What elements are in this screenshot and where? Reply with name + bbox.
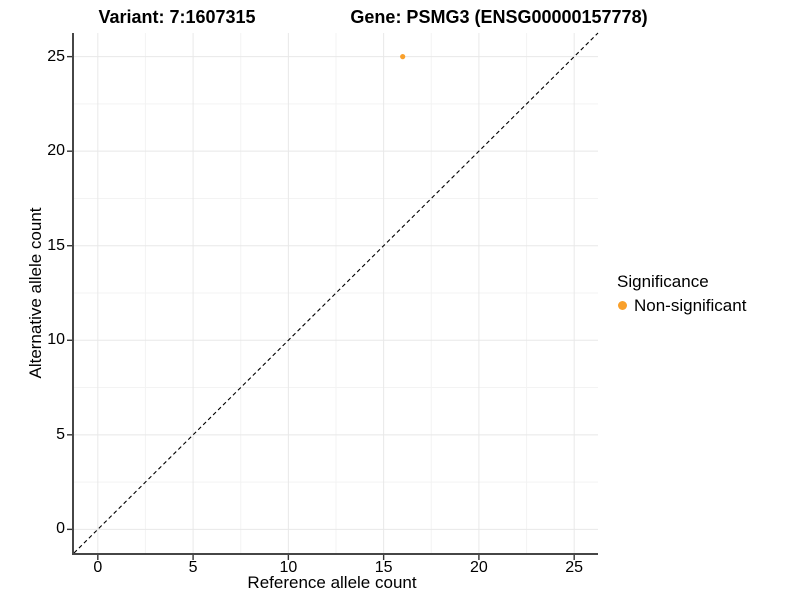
legend-key-dot — [618, 301, 627, 310]
y-axis-title: Alternative allele count — [26, 207, 45, 379]
x-tick-label: 5 — [188, 559, 198, 576]
legend-entry-label: Non-significant — [634, 296, 747, 315]
x-tick-label: 25 — [565, 559, 584, 576]
x-tick-label: 15 — [374, 559, 393, 576]
y-tick-label: 10 — [47, 331, 65, 349]
x-tick-label: 20 — [470, 559, 488, 576]
y-tick-label: 0 — [56, 520, 65, 538]
x-axis-title: Reference allele count — [247, 573, 417, 592]
y-tick-label: 20 — [47, 142, 65, 160]
variant-title: Variant: 7:1607315 — [98, 7, 256, 27]
x-tick-label: 0 — [93, 559, 103, 576]
legend: Significance Non-significant — [617, 272, 746, 315]
x-tick-label: 10 — [279, 559, 298, 576]
y-tick-label: 5 — [56, 425, 65, 443]
y-tick-label: 25 — [47, 47, 65, 65]
gene-title: Gene: PSMG3 (ENSG00000157778) — [350, 7, 648, 27]
legend-entry: Non-significant — [618, 296, 746, 315]
y-tick-label: 15 — [47, 236, 65, 254]
legend-title: Significance — [617, 272, 709, 291]
